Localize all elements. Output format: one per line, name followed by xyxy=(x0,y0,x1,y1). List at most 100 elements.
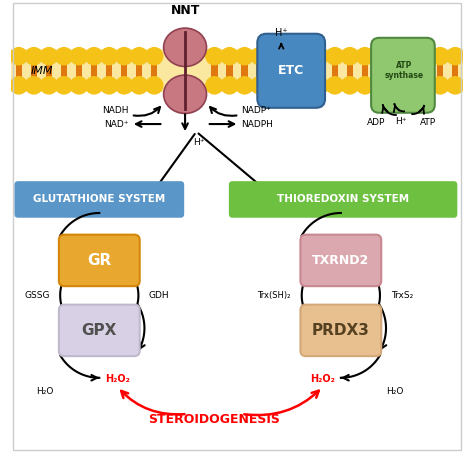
Circle shape xyxy=(417,48,434,65)
Circle shape xyxy=(55,48,73,65)
Circle shape xyxy=(116,48,133,65)
Ellipse shape xyxy=(164,75,207,113)
Circle shape xyxy=(10,48,27,65)
Circle shape xyxy=(10,77,27,94)
Circle shape xyxy=(71,48,88,65)
Circle shape xyxy=(432,48,449,65)
Circle shape xyxy=(221,48,238,65)
Circle shape xyxy=(386,77,403,94)
Text: ATP
synthase: ATP synthase xyxy=(384,61,424,81)
Text: H₂O₂: H₂O₂ xyxy=(310,374,335,384)
Circle shape xyxy=(447,77,464,94)
Circle shape xyxy=(401,48,419,65)
Bar xyxy=(31,64,37,77)
Text: H⁺: H⁺ xyxy=(396,117,407,126)
Circle shape xyxy=(372,48,389,65)
Circle shape xyxy=(432,77,449,94)
Circle shape xyxy=(326,48,343,65)
FancyBboxPatch shape xyxy=(59,305,140,356)
Text: TrxS₂: TrxS₂ xyxy=(391,291,413,300)
Circle shape xyxy=(206,48,223,65)
Bar xyxy=(76,64,82,77)
Bar xyxy=(392,64,398,77)
Circle shape xyxy=(386,48,403,65)
Text: NNT: NNT xyxy=(170,5,200,18)
Bar xyxy=(422,64,428,77)
Bar xyxy=(226,64,233,77)
Bar xyxy=(377,64,383,77)
FancyBboxPatch shape xyxy=(257,34,325,108)
Bar xyxy=(11,49,463,92)
Text: NAD⁺: NAD⁺ xyxy=(104,120,128,129)
Text: GPX: GPX xyxy=(82,323,117,338)
Circle shape xyxy=(296,48,313,65)
FancyBboxPatch shape xyxy=(305,323,349,351)
Circle shape xyxy=(116,77,133,94)
Circle shape xyxy=(251,48,268,65)
FancyBboxPatch shape xyxy=(229,181,457,218)
Text: ADP: ADP xyxy=(367,118,385,127)
Circle shape xyxy=(85,77,102,94)
FancyBboxPatch shape xyxy=(64,253,108,281)
Bar xyxy=(301,64,308,77)
Circle shape xyxy=(206,77,223,94)
Circle shape xyxy=(311,48,328,65)
Text: NADPH: NADPH xyxy=(285,192,317,201)
FancyBboxPatch shape xyxy=(14,181,184,218)
Bar xyxy=(317,64,323,77)
Text: THIOREDOXIN SYSTEM: THIOREDOXIN SYSTEM xyxy=(277,194,409,204)
Circle shape xyxy=(236,48,253,65)
Bar xyxy=(241,64,248,77)
Circle shape xyxy=(100,48,118,65)
Bar xyxy=(91,64,97,77)
Circle shape xyxy=(251,77,268,94)
Circle shape xyxy=(71,77,88,94)
Text: GDH: GDH xyxy=(148,291,169,300)
Bar xyxy=(346,64,353,77)
Bar xyxy=(407,64,413,77)
Circle shape xyxy=(40,77,57,94)
Circle shape xyxy=(281,48,298,65)
Circle shape xyxy=(100,77,118,94)
Circle shape xyxy=(341,48,358,65)
Circle shape xyxy=(447,48,464,65)
Circle shape xyxy=(85,48,102,65)
Circle shape xyxy=(356,77,374,94)
Ellipse shape xyxy=(164,28,207,67)
Bar xyxy=(211,64,218,77)
Circle shape xyxy=(326,77,343,94)
Text: PRDX3: PRDX3 xyxy=(312,323,370,338)
Circle shape xyxy=(296,77,313,94)
Circle shape xyxy=(372,77,389,94)
Circle shape xyxy=(146,77,163,94)
Text: GSSG: GSSG xyxy=(25,291,50,300)
Circle shape xyxy=(281,77,298,94)
Text: GLUTATHIONE SYSTEM: GLUTATHIONE SYSTEM xyxy=(33,194,165,204)
Text: NADH: NADH xyxy=(102,106,128,115)
Bar xyxy=(256,64,263,77)
Text: H₂O: H₂O xyxy=(386,387,404,396)
Text: NADPH: NADPH xyxy=(242,120,273,129)
Text: IMM: IMM xyxy=(31,66,53,76)
Bar xyxy=(452,64,458,77)
Circle shape xyxy=(266,77,283,94)
Bar xyxy=(61,64,67,77)
Text: H₂O₂: H₂O₂ xyxy=(105,374,130,384)
Text: ATP: ATP xyxy=(419,118,436,127)
Bar xyxy=(362,64,368,77)
FancyBboxPatch shape xyxy=(59,235,140,286)
Circle shape xyxy=(417,77,434,94)
Circle shape xyxy=(236,77,253,94)
Text: Trx(SH)₂: Trx(SH)₂ xyxy=(257,291,291,300)
Bar xyxy=(106,64,112,77)
Bar xyxy=(437,64,443,77)
Circle shape xyxy=(146,48,163,65)
FancyBboxPatch shape xyxy=(301,235,381,286)
Bar xyxy=(286,64,293,77)
Circle shape xyxy=(221,77,238,94)
Text: NADP⁺: NADP⁺ xyxy=(242,106,272,115)
Circle shape xyxy=(131,48,148,65)
Circle shape xyxy=(266,48,283,65)
Circle shape xyxy=(131,77,148,94)
FancyBboxPatch shape xyxy=(371,38,435,113)
